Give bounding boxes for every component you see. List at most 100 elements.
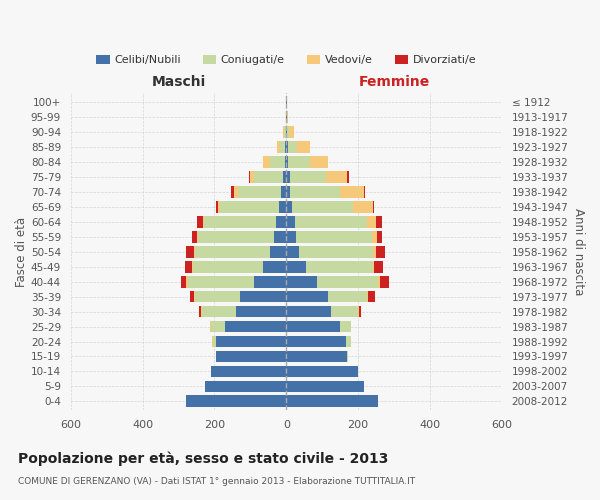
Bar <box>377 231 382 242</box>
Bar <box>283 171 286 183</box>
Bar <box>310 156 328 168</box>
Bar <box>198 231 274 242</box>
Bar <box>232 186 234 198</box>
Bar <box>225 320 286 332</box>
Bar <box>347 171 349 183</box>
Bar <box>190 291 194 302</box>
Bar <box>286 306 331 318</box>
Bar <box>286 246 299 258</box>
Bar <box>215 350 216 362</box>
Bar <box>286 231 296 242</box>
Bar <box>248 171 250 183</box>
Bar <box>287 112 288 123</box>
Bar <box>378 276 380 287</box>
Legend: Celibi/Nubili, Coniugati/e, Vedovi/e, Divorziati/e: Celibi/Nubili, Coniugati/e, Vedovi/e, Di… <box>97 54 476 66</box>
Bar <box>286 261 306 272</box>
Bar <box>203 216 275 228</box>
Bar <box>292 201 353 213</box>
Bar <box>216 336 286 347</box>
Bar <box>254 276 286 287</box>
Bar <box>285 142 286 153</box>
Bar <box>274 231 286 242</box>
Bar <box>346 336 351 347</box>
Bar <box>279 201 286 213</box>
Bar <box>290 186 340 198</box>
Bar <box>194 246 270 258</box>
Bar <box>212 336 216 347</box>
Bar <box>188 276 254 287</box>
Bar <box>218 201 220 213</box>
Bar <box>286 112 287 123</box>
Bar <box>340 320 351 332</box>
Bar <box>283 126 284 138</box>
Bar <box>376 216 382 228</box>
Bar <box>250 171 254 183</box>
Bar <box>263 156 270 168</box>
Bar <box>306 261 373 272</box>
Bar <box>186 396 286 407</box>
Bar <box>295 216 367 228</box>
Bar <box>290 171 326 183</box>
Bar <box>286 380 364 392</box>
Bar <box>373 201 374 213</box>
Bar <box>297 142 310 153</box>
Bar <box>220 201 279 213</box>
Bar <box>286 291 328 302</box>
Bar <box>275 216 286 228</box>
Bar <box>197 216 203 228</box>
Bar <box>317 276 378 287</box>
Bar <box>289 126 294 138</box>
Bar <box>296 231 372 242</box>
Bar <box>280 142 285 153</box>
Bar <box>194 291 239 302</box>
Text: COMUNE DI GERENZANO (VA) - Dati ISTAT 1° gennaio 2013 - Elaborazione TUTTITALIA.: COMUNE DI GERENZANO (VA) - Dati ISTAT 1°… <box>18 477 415 486</box>
Bar <box>328 291 367 302</box>
Bar <box>359 306 361 318</box>
Bar <box>185 261 192 272</box>
Bar <box>210 320 211 332</box>
Bar <box>281 186 286 198</box>
Bar <box>211 366 286 377</box>
Y-axis label: Fasce di età: Fasce di età <box>15 216 28 287</box>
Bar <box>286 336 346 347</box>
Bar <box>201 306 202 318</box>
Bar <box>239 291 286 302</box>
Bar <box>347 350 348 362</box>
Bar <box>286 171 290 183</box>
Bar <box>192 261 193 272</box>
Bar <box>367 291 368 302</box>
Bar <box>216 350 286 362</box>
Bar <box>270 156 284 168</box>
Bar <box>331 306 358 318</box>
Bar <box>288 156 310 168</box>
Bar <box>372 231 377 242</box>
Bar <box>367 216 376 228</box>
Bar <box>236 306 286 318</box>
Bar <box>358 306 359 318</box>
Bar <box>287 126 289 138</box>
Bar <box>199 306 201 318</box>
Bar <box>299 246 373 258</box>
Bar <box>340 186 364 198</box>
Bar <box>284 126 286 138</box>
Bar <box>286 350 347 362</box>
Bar <box>216 201 218 213</box>
Bar <box>187 246 194 258</box>
Bar <box>192 231 197 242</box>
Bar <box>286 156 288 168</box>
Bar <box>286 396 378 407</box>
Bar <box>288 142 297 153</box>
Bar <box>193 261 263 272</box>
Bar <box>286 276 317 287</box>
Bar <box>376 246 385 258</box>
Text: Maschi: Maschi <box>151 75 206 89</box>
Bar <box>353 201 373 213</box>
Bar <box>374 261 383 272</box>
Bar <box>202 306 236 318</box>
Bar <box>286 216 295 228</box>
Bar <box>181 276 187 287</box>
Bar <box>234 186 238 198</box>
Bar <box>197 231 198 242</box>
Text: Femmine: Femmine <box>358 75 430 89</box>
Bar <box>326 171 347 183</box>
